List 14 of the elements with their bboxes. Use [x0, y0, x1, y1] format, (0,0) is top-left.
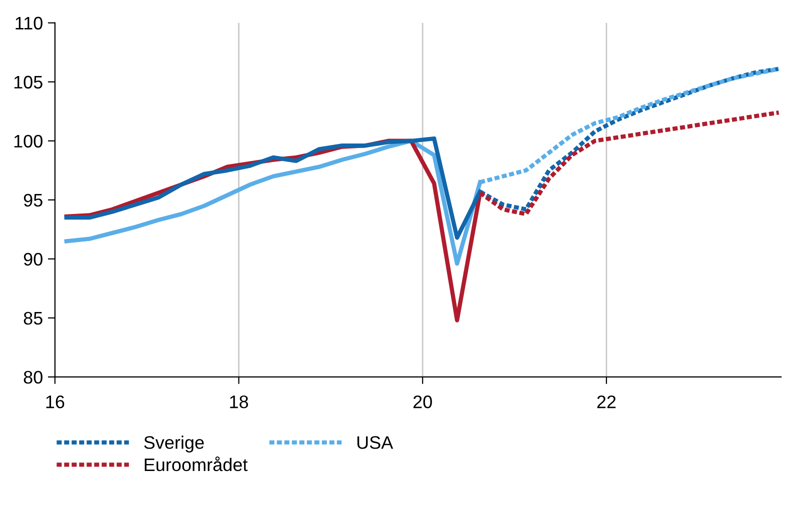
legend-label: USA: [357, 436, 394, 449]
y-tick-label: 100: [14, 134, 42, 148]
y-tick-label: 80: [24, 370, 42, 384]
x-tick-label: 16: [46, 395, 64, 408]
y-tick-label: 110: [16, 16, 42, 30]
x-tick-label: 22: [597, 395, 616, 408]
y-tick-label: 90: [24, 252, 42, 266]
x-tick-label: 20: [413, 395, 432, 408]
legend-label: Sverige: [144, 436, 204, 453]
legend-label: Euroområdet: [144, 456, 248, 472]
y-tick-label: 105: [14, 76, 42, 89]
x-tick-label: 18: [230, 395, 248, 408]
y-tick-label: 95: [24, 194, 42, 207]
y-tick-label: 85: [24, 312, 42, 325]
